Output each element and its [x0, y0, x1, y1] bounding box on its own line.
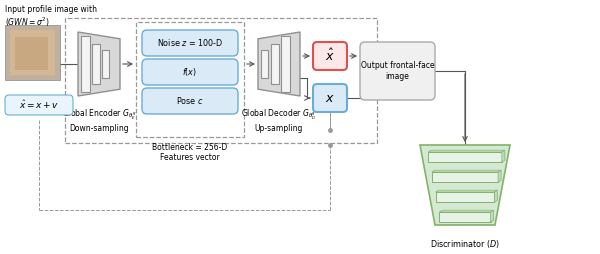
Polygon shape	[436, 190, 497, 192]
Polygon shape	[258, 32, 300, 96]
Bar	[81, 36, 90, 92]
Bar	[436, 192, 494, 202]
Bar	[439, 212, 491, 222]
Bar	[15, 37, 48, 70]
Text: $x$: $x$	[325, 91, 335, 104]
Text: Global Encoder $G_{\theta_E^g}$
Down-sampling: Global Encoder $G_{\theta_E^g}$ Down-sam…	[62, 108, 136, 133]
Bar	[10, 30, 55, 75]
Text: Input profile image with
$(GWN = \sigma^2)$: Input profile image with $(GWN = \sigma^…	[5, 5, 97, 29]
Bar	[136, 22, 244, 137]
Text: $f(x)$: $f(x)$	[182, 66, 197, 78]
FancyBboxPatch shape	[360, 42, 435, 100]
Text: Output frontal-face
image: Output frontal-face image	[361, 61, 434, 81]
Text: Pose $c$: Pose $c$	[176, 96, 204, 106]
Bar	[5, 25, 60, 80]
Text: Bottleneck = 256-D
Features vector: Bottleneck = 256-D Features vector	[152, 143, 227, 162]
Bar	[65, 18, 377, 143]
Polygon shape	[502, 150, 505, 162]
FancyBboxPatch shape	[142, 59, 238, 85]
Bar	[428, 152, 502, 162]
Bar	[102, 50, 109, 78]
FancyBboxPatch shape	[313, 84, 347, 112]
Polygon shape	[432, 170, 501, 172]
FancyBboxPatch shape	[5, 95, 73, 115]
Polygon shape	[498, 170, 501, 182]
Polygon shape	[78, 32, 120, 96]
Polygon shape	[439, 210, 494, 212]
Bar	[261, 50, 268, 78]
Text: Global Decoder $G_{\theta_D^g}$
Up-sampling: Global Decoder $G_{\theta_D^g}$ Up-sampl…	[241, 108, 317, 133]
FancyBboxPatch shape	[313, 42, 347, 70]
Bar	[92, 44, 100, 84]
FancyBboxPatch shape	[142, 88, 238, 114]
Polygon shape	[494, 190, 497, 202]
Polygon shape	[491, 210, 494, 222]
Polygon shape	[420, 145, 510, 225]
Text: Discriminator ($D$): Discriminator ($D$)	[430, 238, 500, 250]
FancyBboxPatch shape	[142, 30, 238, 56]
Text: $\hat{x} = x + v$: $\hat{x} = x + v$	[19, 99, 59, 111]
Bar	[432, 172, 498, 182]
Text: Noise $z$ = 100-D: Noise $z$ = 100-D	[157, 38, 223, 49]
Polygon shape	[428, 150, 505, 152]
Bar	[271, 44, 279, 84]
Bar	[281, 36, 290, 92]
Text: $\hat{x}$: $\hat{x}$	[325, 48, 335, 64]
